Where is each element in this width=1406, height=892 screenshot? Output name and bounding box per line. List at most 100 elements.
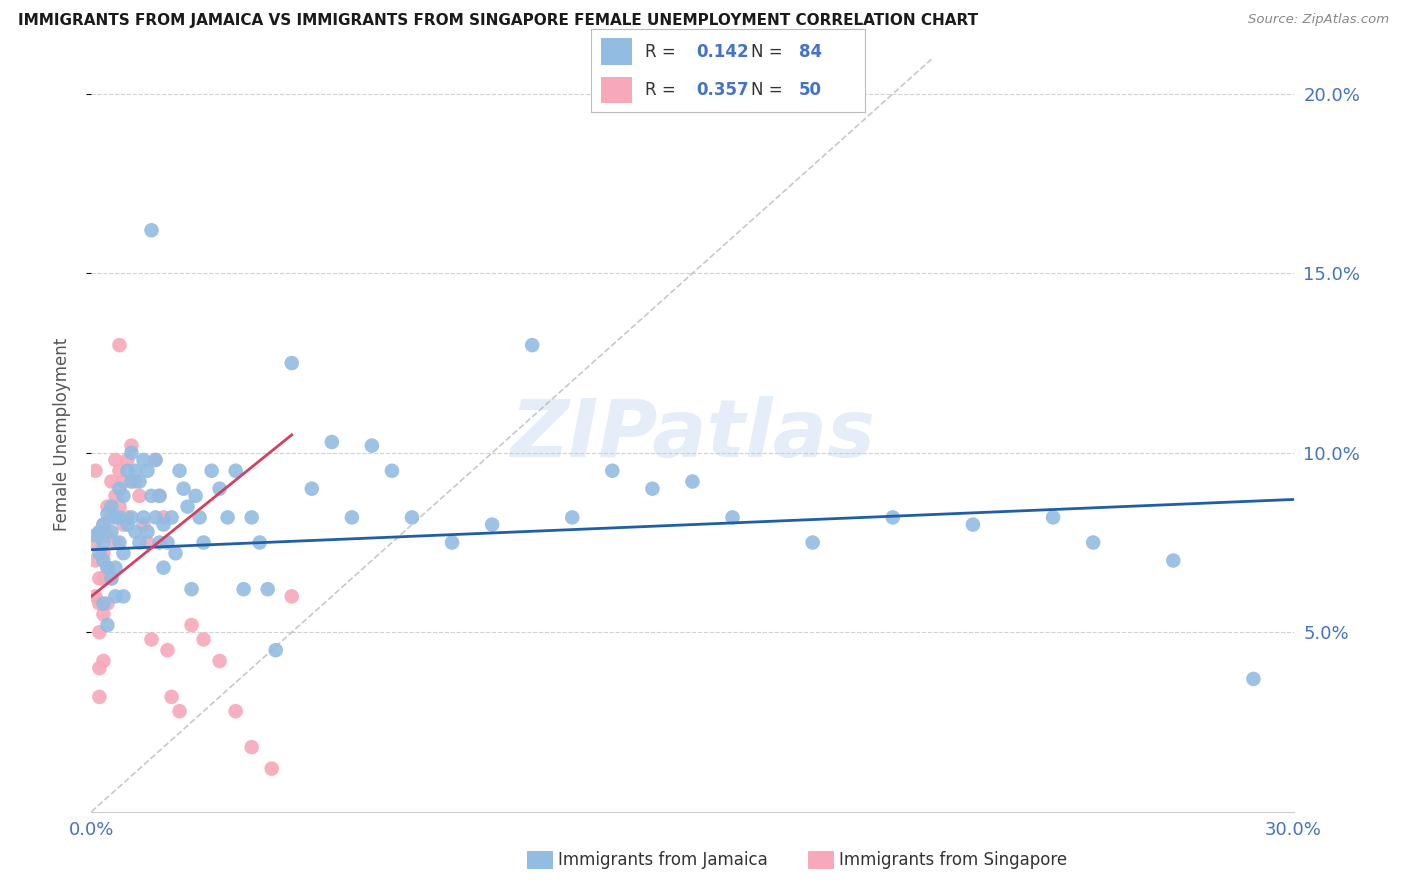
Point [124,524,146,539]
Point [93,597,115,611]
Point [141,632,163,647]
Point [93,517,115,532]
Point [93,607,115,622]
Point [882,510,904,524]
Text: N =: N = [751,81,787,99]
Point [121,475,143,489]
Point [117,453,139,467]
Point [208,482,231,496]
Point [401,510,423,524]
Point [321,435,343,450]
Point [256,582,278,597]
Point [962,517,984,532]
Point [641,482,664,496]
Point [89,690,111,704]
Point [132,453,155,467]
Point [721,510,744,524]
Point [96,528,118,542]
Point [522,338,544,352]
Point [141,489,163,503]
Point [193,535,215,549]
Point [165,546,187,560]
Point [93,517,115,532]
Text: Immigrants from Jamaica: Immigrants from Jamaica [558,851,768,869]
Point [145,453,167,467]
Point [1042,510,1064,524]
Text: IMMIGRANTS FROM JAMAICA VS IMMIGRANTS FROM SINGAPORE FEMALE UNEMPLOYMENT CORRELA: IMMIGRANTS FROM JAMAICA VS IMMIGRANTS FR… [18,13,979,29]
Point [128,475,150,489]
Point [104,510,127,524]
Point [481,517,503,532]
Point [89,546,111,560]
Point [96,597,118,611]
Point [260,762,283,776]
Point [160,690,183,704]
Point [152,510,174,524]
Point [801,535,824,549]
Point [141,223,163,237]
Point [184,489,207,503]
Point [121,510,143,524]
Point [225,464,247,478]
Point [100,524,122,539]
Point [281,590,304,604]
Point [281,356,304,370]
Point [124,464,146,478]
Point [440,535,463,549]
Point [249,535,271,549]
Text: Immigrants from Singapore: Immigrants from Singapore [839,851,1067,869]
Point [561,510,583,524]
Point [132,510,155,524]
Point [93,571,115,585]
Point [100,510,122,524]
Point [180,582,202,597]
Point [112,590,135,604]
Text: 0.142: 0.142 [696,43,749,61]
Text: N =: N = [751,43,787,61]
Point [152,560,174,574]
Point [112,546,135,560]
Point [117,510,139,524]
Point [104,535,127,549]
Point [108,338,131,352]
Point [104,590,127,604]
Point [89,571,111,585]
Point [93,546,115,560]
Text: 0.357: 0.357 [696,81,749,99]
Point [148,535,170,549]
Point [104,560,127,574]
Point [188,510,211,524]
Point [232,582,254,597]
Point [193,632,215,647]
Point [156,643,179,657]
Point [89,661,111,675]
Point [152,517,174,532]
Point [84,553,107,567]
Point [104,489,127,503]
Point [340,510,363,524]
Point [100,475,122,489]
Point [112,517,135,532]
Point [217,510,239,524]
Point [1083,535,1105,549]
Point [93,553,115,567]
Point [602,464,624,478]
Point [240,510,263,524]
Point [84,535,107,549]
FancyBboxPatch shape [602,77,631,103]
Point [301,482,323,496]
Point [108,535,131,549]
Point [100,571,122,585]
Point [128,535,150,549]
Point [108,482,131,496]
Text: ZIPatlas: ZIPatlas [510,396,875,474]
Point [96,560,118,574]
Point [225,704,247,718]
Point [1163,553,1185,567]
Point [96,560,118,574]
Y-axis label: Female Unemployment: Female Unemployment [52,338,70,532]
Point [360,439,382,453]
Point [89,597,111,611]
Point [84,590,107,604]
FancyBboxPatch shape [602,38,631,65]
